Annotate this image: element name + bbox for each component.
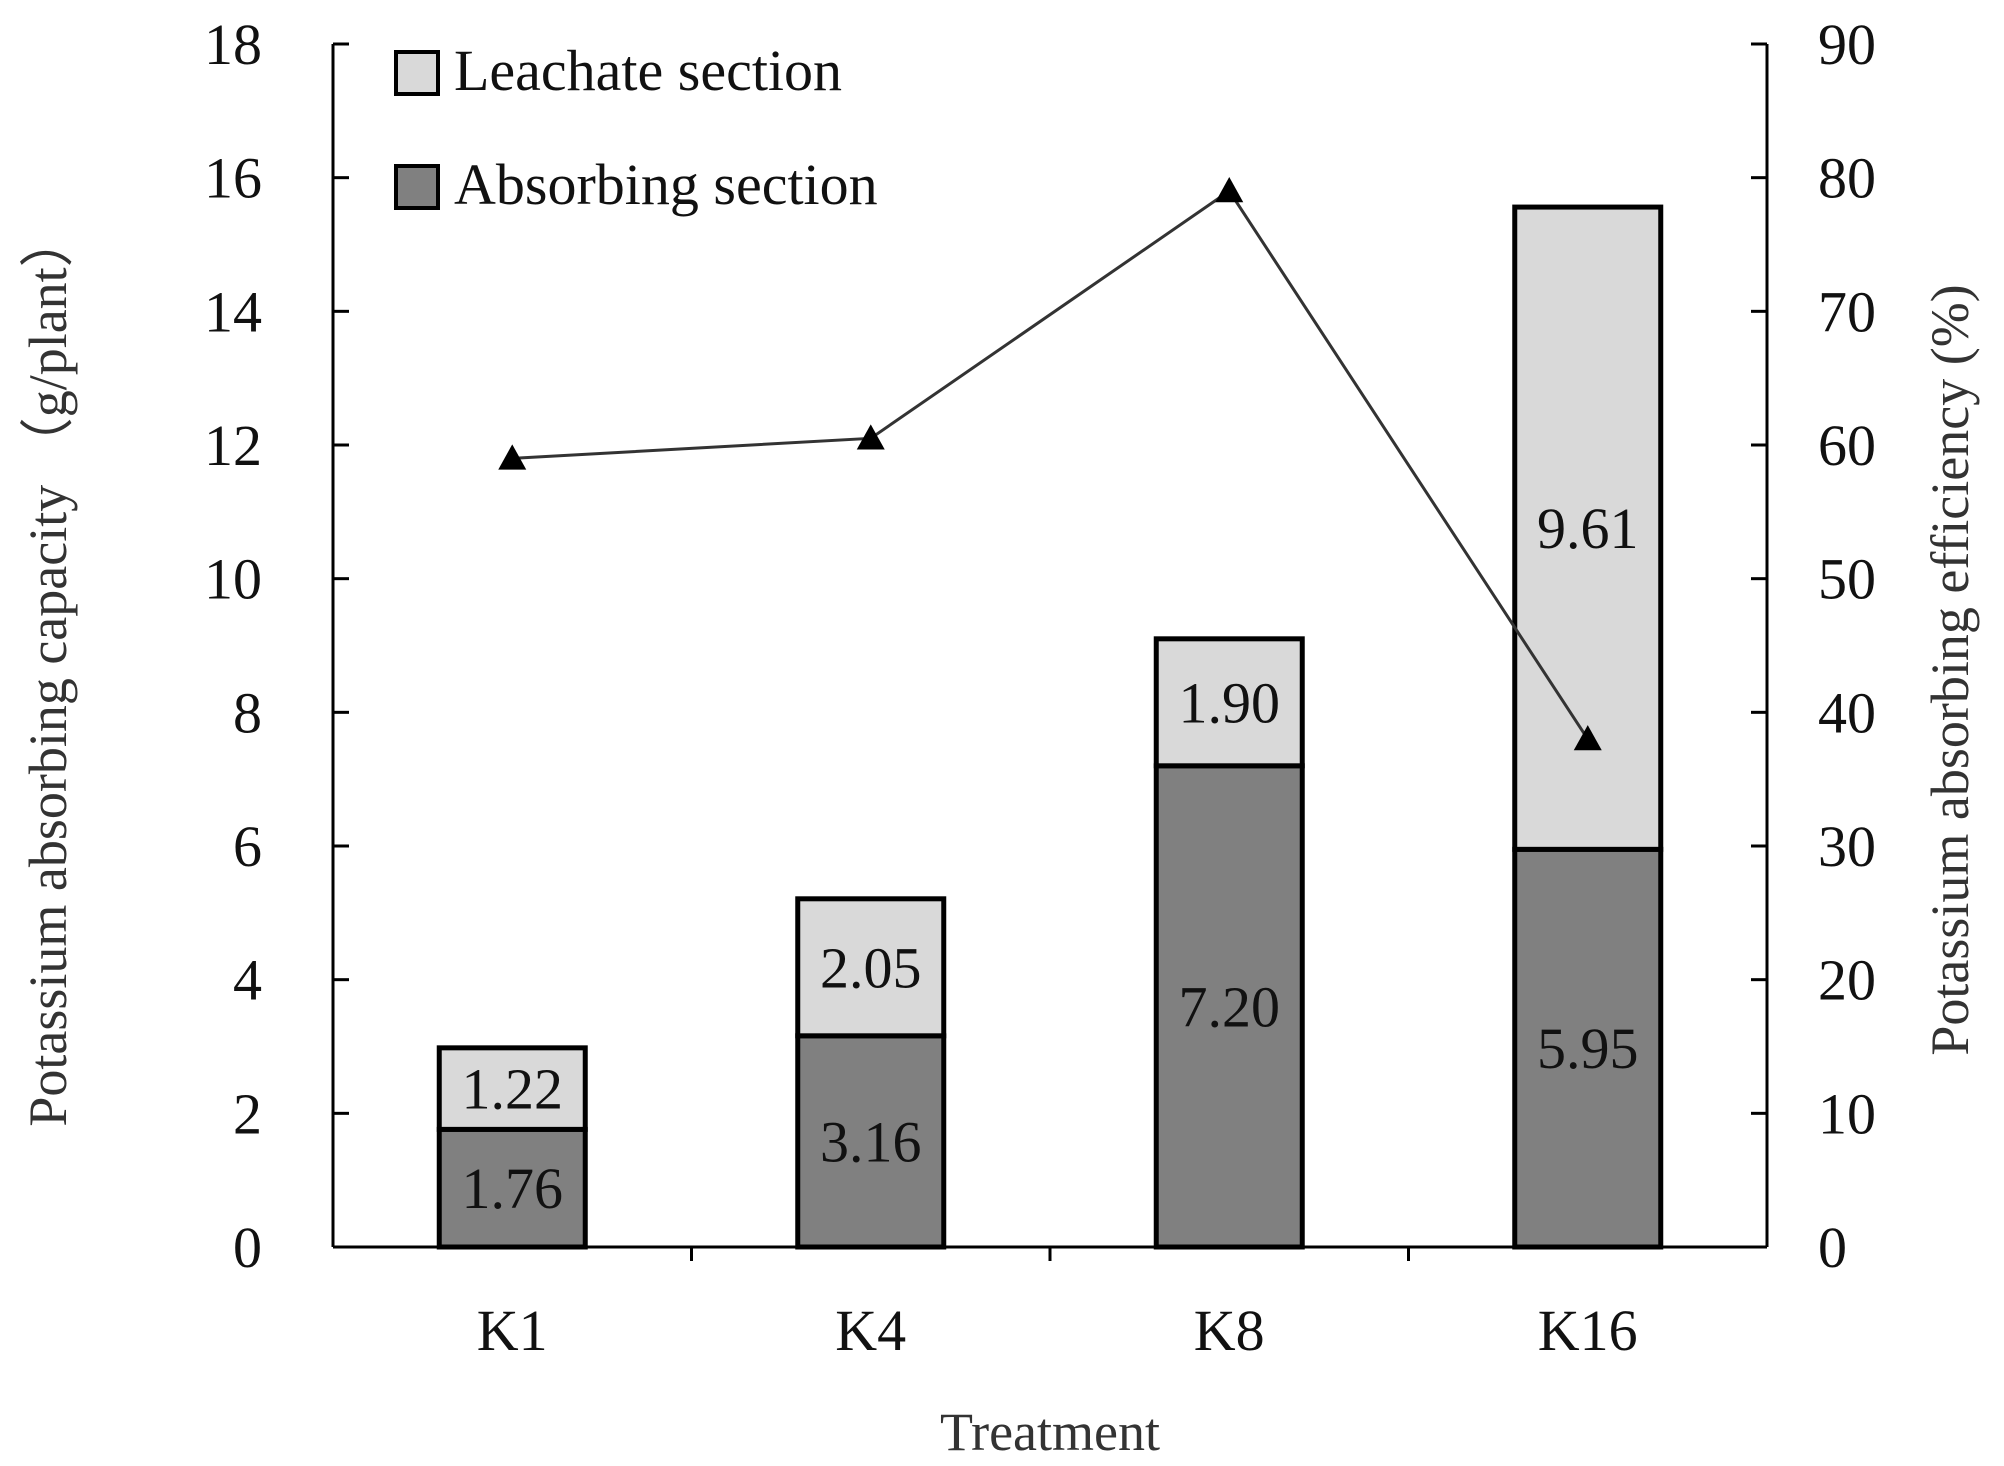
- tick-label-right-20: 20: [1818, 948, 1876, 1013]
- data-label-leachate-k8: 1.90: [1179, 670, 1281, 735]
- tick-label-right-0: 0: [1818, 1215, 1847, 1280]
- category-label-k4: K4: [835, 1298, 906, 1363]
- category-label-k8: K8: [1194, 1298, 1265, 1363]
- tick-label-right-10: 10: [1818, 1081, 1876, 1146]
- tick-label-right-40: 40: [1818, 680, 1876, 745]
- data-labels: 1.76 1.22 3.16 2.05 7.20 1.90 5.95 9.61: [462, 496, 1639, 1221]
- tick-label-right-70: 70: [1818, 279, 1876, 344]
- tick-label-left-2: 2: [233, 1081, 262, 1146]
- tick-label-left-0: 0: [233, 1215, 262, 1280]
- data-label-absorbing-k16: 5.95: [1537, 1016, 1639, 1081]
- x-axis-title: Treatment: [940, 1402, 1160, 1462]
- left-tick-labels: 0 2 4 6 8 10 12 14 16 18: [204, 12, 262, 1280]
- bars-layer: [436, 204, 1664, 1250]
- efficiency-marker-k1: [498, 444, 527, 470]
- efficiency-marker-k4: [856, 424, 885, 450]
- efficiency-line-layer: [498, 177, 1602, 751]
- axes-layer: [331, 42, 1769, 1261]
- bar-leachate-k8: [1153, 636, 1305, 769]
- category-label-k16: K16: [1538, 1298, 1638, 1363]
- y-axis-title-left: Potassium absorbing capacity （g/plant）: [18, 213, 78, 1126]
- data-label-leachate-k1: 1.22: [462, 1057, 564, 1122]
- tick-label-right-60: 60: [1818, 413, 1876, 478]
- data-label-leachate-k16: 9.61: [1537, 496, 1639, 561]
- tick-label-left-4: 4: [233, 948, 262, 1013]
- tick-label-left-16: 16: [204, 146, 262, 211]
- category-label-k1: K1: [477, 1298, 548, 1363]
- tick-label-left-18: 18: [204, 12, 262, 77]
- data-label-absorbing-k1: 1.76: [462, 1156, 564, 1221]
- tick-label-left-6: 6: [233, 814, 262, 879]
- efficiency-marker-k8: [1215, 177, 1244, 203]
- data-label-absorbing-k4: 3.16: [820, 1109, 922, 1174]
- legend-swatch-leachate: [394, 50, 440, 96]
- category-labels: K1 K4 K8 K16: [477, 1298, 1638, 1363]
- legend: Leachate section Absorbing section: [394, 38, 878, 217]
- tick-label-right-90: 90: [1818, 12, 1876, 77]
- right-tick-labels: 0 10 20 30 40 50 60 70 80 90: [1818, 12, 1876, 1280]
- data-label-absorbing-k8: 7.20: [1179, 974, 1281, 1039]
- legend-swatch-absorbing: [394, 164, 440, 210]
- efficiency-marker-k16: [1573, 725, 1602, 751]
- legend-label-leachate: Leachate section: [454, 38, 842, 103]
- tick-label-right-50: 50: [1818, 547, 1876, 612]
- tick-label-left-12: 12: [204, 413, 262, 478]
- bar-leachate-k4: [795, 896, 947, 1039]
- tick-label-left-8: 8: [233, 680, 262, 745]
- bar-leachate-k1: [436, 1045, 588, 1132]
- tick-label-left-14: 14: [204, 279, 262, 344]
- legend-label-absorbing: Absorbing section: [454, 152, 878, 217]
- tick-label-right-80: 80: [1818, 146, 1876, 211]
- efficiency-line: [512, 188, 1590, 740]
- data-label-leachate-k4: 2.05: [820, 935, 922, 1000]
- y-axis-title-right: Potassium absorbing efficiency (%): [1920, 284, 1980, 1055]
- tick-label-left-10: 10: [204, 547, 262, 612]
- tick-label-right-30: 30: [1818, 814, 1876, 879]
